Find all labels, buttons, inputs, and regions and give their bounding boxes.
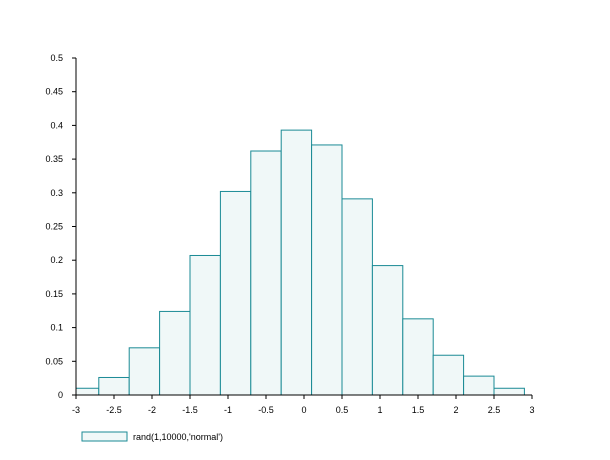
histogram-bar-14 <box>493 387 525 396</box>
legend: rand(1,10000,'normal') <box>81 431 223 442</box>
histogram-bar-3 <box>159 310 191 396</box>
y-tick-label: 0.35 <box>45 154 63 164</box>
x-tick-label: -2 <box>148 405 156 415</box>
x-tick-label: 2 <box>453 405 458 415</box>
y-tick-label: 0.2 <box>50 255 63 265</box>
x-tick-label: 3 <box>529 405 534 415</box>
legend-swatch <box>81 431 128 442</box>
y-tick-label: 0.25 <box>45 222 63 232</box>
histogram-bar-0 <box>75 387 100 396</box>
x-tick-label: -1 <box>224 405 232 415</box>
histogram-bar-6 <box>250 150 282 396</box>
x-tick-label: 1.5 <box>412 405 425 415</box>
y-axis-ticks: 0 0.05 0.1 0.15 0.2 0.25 0.3 0.35 0.4 0.45 0.5 <box>45 53 76 400</box>
y-tick-label: 0.45 <box>45 87 63 97</box>
y-tick-label: 0.3 <box>50 188 63 198</box>
y-tick-label: 0.4 <box>50 120 63 130</box>
x-tick-label: 0 <box>301 405 306 415</box>
y-tick-label: 0.15 <box>45 289 63 299</box>
histogram-bar-8 <box>311 144 343 396</box>
histogram-bar-7 <box>280 129 313 396</box>
x-axis-ticks: -3 -2.5 -2 -1.5 -1 -0.5 0 0.5 1 1.5 2 2.5 3 <box>72 395 535 415</box>
legend-label: rand(1,10000,'normal') <box>133 432 223 442</box>
histogram-bar-13 <box>463 375 495 396</box>
y-tick-label: 0.1 <box>50 323 63 333</box>
histogram-bar-1 <box>98 376 130 396</box>
x-tick-label: -1.5 <box>182 405 198 415</box>
y-tick-label: 0 <box>58 390 63 400</box>
histogram-bar-2 <box>128 347 161 396</box>
y-tick-label: 0.5 <box>50 53 63 63</box>
x-tick-label: 0.5 <box>336 405 349 415</box>
histogram-bar-9 <box>341 198 373 396</box>
histogram-bar-10 <box>371 265 404 396</box>
histogram-bar-12 <box>432 354 465 396</box>
histogram-bar-4 <box>189 254 221 396</box>
histogram-bar-5 <box>219 190 252 396</box>
x-tick-label: -2.5 <box>106 405 122 415</box>
x-tick-label: 1 <box>377 405 382 415</box>
y-tick-label: 0.05 <box>45 356 63 366</box>
x-tick-label: 2.5 <box>488 405 501 415</box>
histogram-bars <box>75 129 525 396</box>
x-tick-label: -0.5 <box>258 405 274 415</box>
x-tick-label: -3 <box>72 405 80 415</box>
histogram-bar-11 <box>402 318 434 396</box>
